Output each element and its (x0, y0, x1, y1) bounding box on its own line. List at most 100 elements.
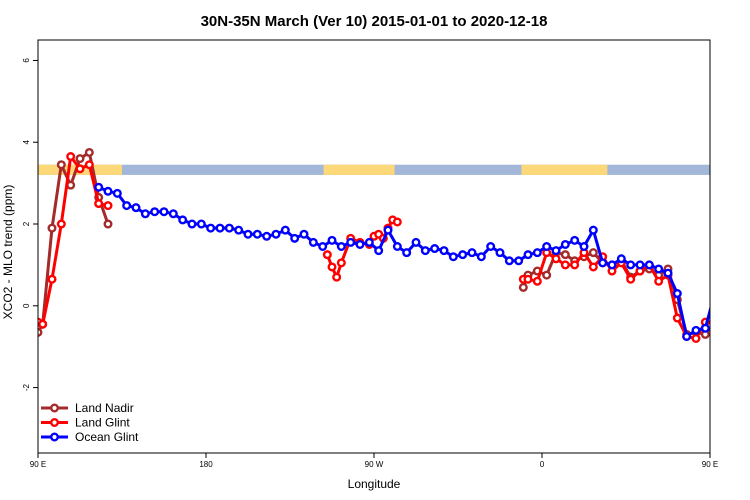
legend-swatch-point (50, 432, 60, 442)
data-point-land-nadir (47, 223, 57, 233)
landmask-band (38, 164, 710, 175)
data-point-ocean-glint (721, 262, 728, 269)
x-tick-label: 180 (199, 460, 213, 469)
data-point-ocean-glint (626, 260, 636, 270)
data-point-ocean-glint (392, 241, 402, 251)
data-point-ocean-glint (672, 289, 682, 299)
data-point-ocean-glint (252, 229, 262, 239)
data-point-land-nadir (542, 270, 552, 280)
series-line-land-nadir (521, 251, 710, 336)
legend-swatch-point (50, 403, 60, 413)
data-point-ocean-glint (691, 325, 701, 335)
data-point-ocean-glint (290, 233, 300, 243)
data-point-ocean-glint (308, 237, 318, 247)
data-point-ocean-glint (514, 256, 524, 266)
data-point-ocean-glint (635, 260, 645, 270)
data-point-land-nadir (84, 147, 94, 157)
data-point-land-nadir (518, 282, 528, 292)
data-point-ocean-glint (486, 241, 496, 251)
data-point-land-glint (322, 250, 332, 260)
data-point-land-glint (392, 217, 402, 227)
y-tick-label: 6 (22, 58, 31, 63)
data-point-land-glint (336, 258, 346, 268)
data-point-land-nadir (75, 154, 85, 164)
data-point-land-glint (560, 260, 570, 270)
data-point-ocean-glint (504, 256, 514, 266)
data-point-ocean-glint (122, 201, 132, 211)
data-point-ocean-glint (234, 225, 244, 235)
x-tick-label: 90 E (702, 460, 718, 469)
data-point-ocean-glint (112, 188, 122, 198)
data-point-ocean-glint (495, 248, 505, 258)
data-point-land-glint (672, 313, 682, 323)
data-point-ocean-glint (560, 239, 570, 249)
data-point-land-nadir (588, 248, 598, 258)
x-tick-label: 90 E (30, 460, 46, 469)
data-point-land-glint (94, 199, 104, 209)
data-point-ocean-glint (430, 244, 440, 254)
data-point-ocean-glint (700, 323, 710, 333)
data-point-ocean-glint (206, 223, 216, 233)
data-point-land-glint (84, 160, 94, 170)
data-point-ocean-glint (711, 290, 718, 297)
data-point-ocean-glint (168, 209, 178, 219)
y-tick-label: -2 (22, 383, 31, 391)
data-point-ocean-glint (607, 260, 617, 270)
data-point-land-glint (691, 334, 701, 344)
series-ocean-glint (94, 182, 746, 341)
data-point-ocean-glint (458, 250, 468, 260)
legend-item-land-glint: Land Glint (41, 416, 130, 430)
data-point-ocean-glint (280, 225, 290, 235)
x-axis-label: Longitude (348, 477, 401, 491)
data-point-ocean-glint (542, 241, 552, 251)
data-point-ocean-glint (420, 246, 430, 256)
data-point-land-glint (588, 262, 598, 272)
series-land-nadir (38, 147, 728, 339)
x-axis: 90 E 180 90 W 0 90 E (30, 453, 718, 469)
data-point-land-glint (327, 262, 337, 272)
data-point-ocean-glint (644, 260, 654, 270)
data-point-ocean-glint (318, 241, 328, 251)
data-point-land-glint (332, 272, 342, 282)
data-point-ocean-glint (579, 241, 589, 251)
data-point-ocean-glint (336, 241, 346, 251)
y-tick-label: 4 (22, 139, 31, 144)
y-tick-label: 2 (22, 221, 31, 226)
data-point-land-glint (47, 274, 57, 284)
y-axis-label: XCO2 - MLO trend (ppm) (1, 185, 15, 320)
data-point-land-glint (75, 164, 85, 174)
data-point-ocean-glint (187, 219, 197, 229)
data-point-ocean-glint (532, 248, 542, 258)
data-point-ocean-glint (140, 209, 150, 219)
data-point-land-nadir (711, 319, 718, 326)
data-point-ocean-glint (383, 225, 393, 235)
data-point-land-glint (626, 274, 636, 284)
data-point-ocean-glint (663, 268, 673, 278)
data-point-land-glint (739, 153, 746, 160)
data-point-land-glint (721, 276, 728, 283)
data-point-ocean-glint (224, 223, 234, 233)
data-point-ocean-glint (355, 239, 365, 249)
data-point-ocean-glint (739, 204, 746, 211)
data-point-ocean-glint (551, 246, 561, 256)
y-tick-label: 0 (22, 303, 31, 308)
data-point-ocean-glint (131, 203, 141, 213)
data-point-ocean-glint (159, 207, 169, 217)
y-axis: -2 0 2 4 6 (22, 58, 38, 391)
legend-swatch-point (50, 418, 60, 428)
chart-title: 30N-35N March (Ver 10) 2015-01-01 to 202… (201, 13, 548, 30)
data-point-land-glint (66, 152, 76, 162)
land-band-segment (323, 164, 395, 175)
data-point-land-nadir (103, 219, 113, 229)
data-point-land-nadir (721, 225, 728, 232)
data-point-ocean-glint (402, 248, 412, 258)
data-point-ocean-glint (364, 237, 374, 247)
data-point-land-glint (730, 221, 737, 228)
data-point-land-nadir (56, 160, 66, 170)
data-point-land-glint (711, 319, 718, 326)
legend-item-ocean-glint: Ocean Glint (41, 430, 139, 444)
legend-label: Land Glint (75, 416, 130, 430)
x-tick-label: 90 W (365, 460, 384, 469)
data-point-land-glint (551, 254, 561, 264)
